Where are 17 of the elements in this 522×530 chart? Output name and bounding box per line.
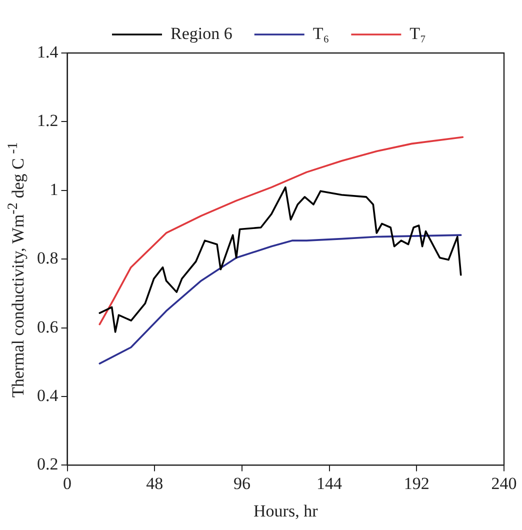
x-tick-label: 192 [404, 474, 430, 493]
x-tick-label: 144 [316, 474, 343, 493]
legend-label: T₆ [312, 24, 330, 43]
x-tick-label: 48 [146, 474, 164, 493]
x-axis-title: Hours, hr [254, 501, 318, 520]
y-tick-label: 0.6 [37, 317, 58, 336]
y-tick-label: 0.4 [37, 386, 59, 405]
y-tick-label: 0.2 [37, 454, 58, 474]
y-tick-label: 1.4 [37, 42, 59, 62]
x-tick-label: 240 [491, 474, 517, 493]
x-tick-label: 96 [233, 474, 250, 493]
legend-label: T₇ [410, 24, 426, 43]
y-tick-label: 0.8 [37, 248, 58, 268]
legend-label: Region 6 [170, 24, 232, 43]
x-tick-label: 0 [63, 474, 72, 493]
y-tick-label: 1 [50, 180, 58, 199]
y-tick-label: 1.2 [37, 111, 58, 130]
